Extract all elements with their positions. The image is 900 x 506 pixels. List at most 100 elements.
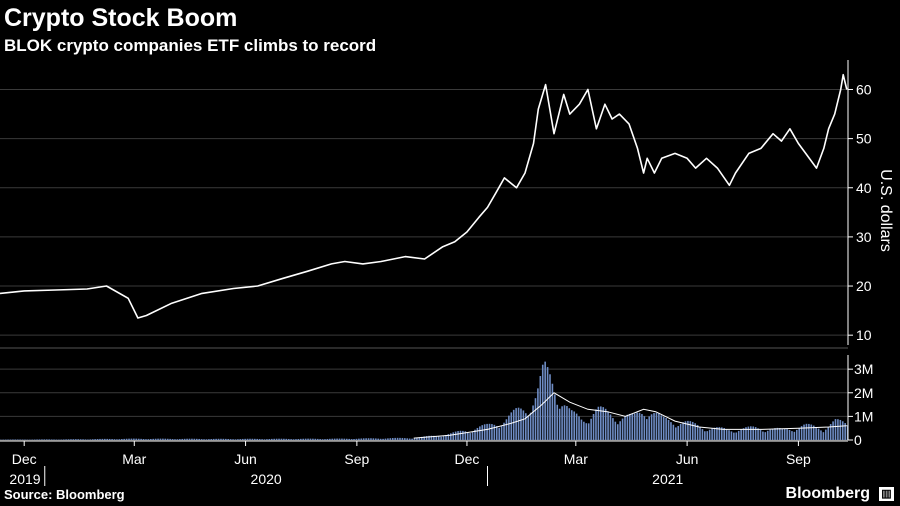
volume-bar [844, 423, 846, 440]
volume-bar [769, 429, 771, 440]
volume-bar [87, 439, 89, 440]
volume-bar [474, 429, 476, 440]
volume-bar [641, 414, 643, 440]
volume-bar [633, 413, 636, 440]
volume-bar [355, 438, 358, 440]
volume-bar [169, 438, 171, 440]
x-tick-label: Sep [786, 451, 811, 467]
volume-bar [597, 406, 600, 440]
volume-bar [191, 438, 193, 440]
volume-bar [800, 426, 803, 440]
volume-bar [554, 394, 556, 440]
volume-bar [241, 438, 244, 440]
volume-bar [561, 406, 563, 440]
volume-bar [827, 426, 830, 440]
price-tick-label: 60 [856, 81, 872, 97]
volume-bar [372, 438, 375, 440]
volume-bar [251, 438, 254, 440]
volume-bar [442, 435, 445, 440]
volume-bar [841, 421, 844, 440]
volume-bar [822, 432, 825, 440]
volume-bar [483, 424, 486, 440]
volume-bar [495, 426, 498, 440]
volume-bar [500, 425, 503, 440]
volume-bar [592, 414, 595, 440]
volume-bar [89, 439, 92, 440]
volume-bar [566, 406, 568, 440]
volume-bar [788, 429, 791, 440]
volume-bar [711, 428, 713, 440]
volume-bar [67, 439, 70, 440]
volume-bar [389, 438, 392, 440]
volume-bar [750, 426, 752, 440]
volume-bar [261, 439, 263, 440]
volume-bar [362, 438, 365, 440]
volume-bar [307, 438, 309, 440]
volume-bar [653, 413, 655, 440]
volume-bar [815, 426, 817, 440]
volume-bar [50, 439, 53, 440]
volume-bar [696, 424, 699, 440]
volume-bar [708, 429, 711, 440]
volume-bar [793, 431, 796, 440]
volume-bar [631, 413, 634, 440]
volume-bar [515, 408, 517, 440]
volume-bar [53, 439, 55, 440]
volume-bar [348, 438, 350, 440]
volume-bar [258, 439, 261, 440]
volume-bar [585, 423, 588, 440]
volume-bar [658, 413, 660, 440]
volume-bar [316, 438, 319, 440]
volume-bar [437, 436, 440, 440]
volume-bar [614, 421, 617, 440]
x-tick-label: Jun [234, 451, 257, 467]
volume-bar [517, 407, 520, 440]
volume-bar [834, 419, 837, 440]
volume-bar [326, 438, 329, 440]
volume-bar [319, 439, 321, 440]
price-tick-label: 30 [856, 229, 872, 245]
volume-bar [382, 438, 384, 440]
volume-bar [525, 413, 527, 440]
volume-bar [786, 429, 788, 440]
volume-bar [358, 438, 360, 440]
volume-bar [810, 424, 813, 440]
volume-bar [19, 439, 21, 440]
volume-bar [754, 427, 757, 440]
volume-bar [336, 438, 338, 440]
volume-bar [174, 439, 176, 440]
volume-bar [423, 436, 425, 440]
volume-bar [249, 438, 251, 440]
x-tick-label: Sep [344, 451, 369, 467]
volume-bar [312, 438, 314, 440]
volume-bar [137, 438, 140, 440]
volume-bar [387, 438, 389, 440]
volume-bar [740, 429, 742, 440]
volume-bar [406, 438, 409, 440]
volume-bar [447, 434, 450, 440]
volume-bar [217, 438, 220, 440]
volume-bar [120, 439, 123, 440]
volume-bar [314, 438, 317, 440]
volume-bar [563, 405, 566, 440]
volume-bar [607, 411, 609, 440]
volume-bar [215, 438, 217, 440]
volume-bar [675, 427, 677, 440]
volume-bar [612, 418, 614, 440]
volume-bar [587, 423, 590, 440]
volume-bar [225, 438, 227, 440]
volume-bar [324, 439, 326, 440]
price-tick-label: 10 [856, 327, 872, 343]
volume-bar [471, 431, 474, 440]
volume-bar [75, 439, 77, 440]
volume-bar [735, 432, 738, 440]
volume-bar [399, 437, 401, 440]
volume-bar [338, 438, 341, 440]
price-tick-label: 40 [856, 180, 872, 196]
volume-bar [529, 412, 532, 440]
volume-bar [459, 430, 462, 440]
volume-bar [38, 439, 41, 440]
volume-bar [808, 423, 810, 440]
volume-bar [91, 439, 94, 440]
volume-bar [839, 419, 842, 440]
